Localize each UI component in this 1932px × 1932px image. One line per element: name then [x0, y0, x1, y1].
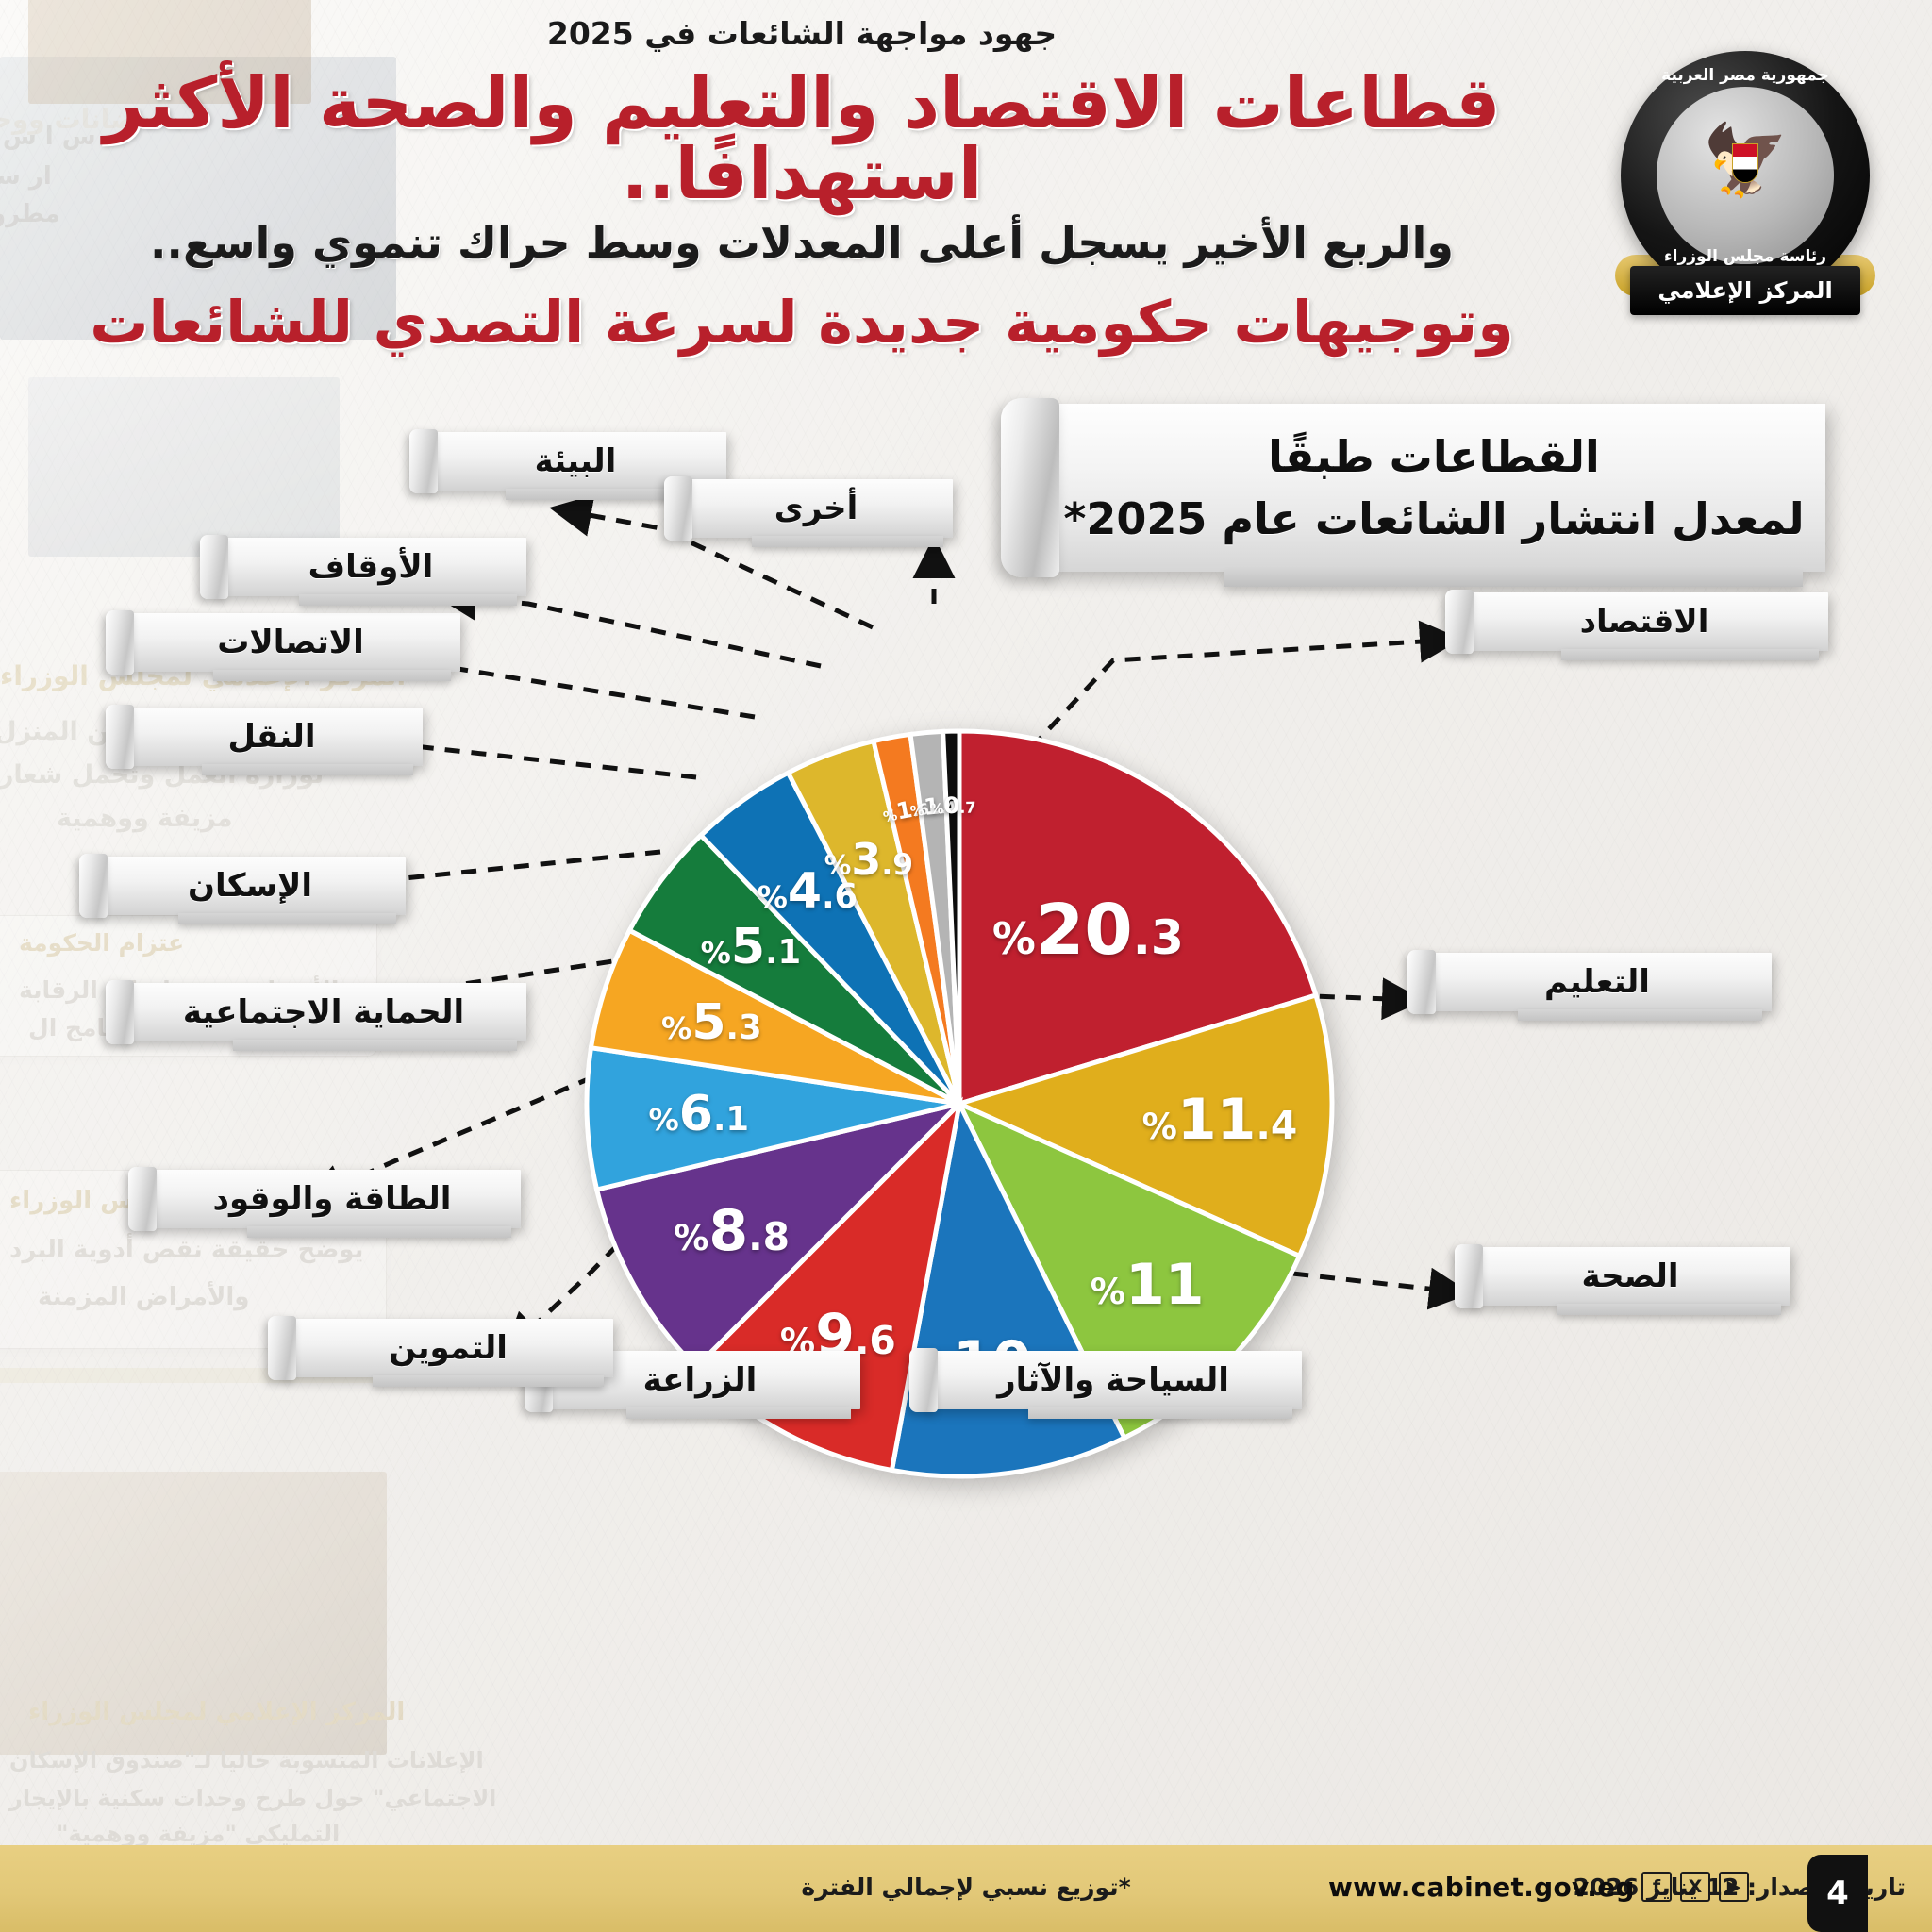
- header-headline-secondary: والربع الأخير يسجل أعلى المعدلات وسط حرا…: [150, 217, 1454, 268]
- callout-label-social-protection: الحماية الاجتماعية: [182, 993, 465, 1031]
- header-headline-primary: قطاعات الاقتصاد والتعليم والصحة الأكثر ا…: [103, 61, 1501, 215]
- chart-title-line-2: لمعدل انتشار الشائعات عام 2025*: [1063, 493, 1805, 544]
- callout-label-energy: الطاقة والوقود: [212, 1180, 452, 1218]
- callout-tag-housing[interactable]: الإسكان: [79, 854, 406, 924]
- youtube-icon[interactable]: ▶: [1719, 1872, 1749, 1902]
- pie-slice-label: %6.1: [648, 1086, 749, 1143]
- pie-chart-svg: [584, 728, 1335, 1479]
- callout-tag-economy[interactable]: الاقتصاد: [1445, 590, 1828, 660]
- egypt-flag-shield-icon: [1732, 143, 1758, 183]
- footer-publish-date: تاريخ الإصدار: 12 يناير 2026: [1573, 1874, 1906, 1901]
- pie-slice[interactable]: [952, 991, 1335, 1259]
- pie-slice[interactable]: [957, 728, 1320, 1108]
- pie-slice-label: %4.6: [757, 863, 858, 921]
- pie-slice-label: %8.8: [674, 1197, 790, 1264]
- pie-slice-label: %3.9: [824, 833, 914, 885]
- pie-slices[interactable]: [584, 728, 1335, 1479]
- callout-tag-education[interactable]: التعليم: [1407, 950, 1772, 1021]
- callout-label-supply: التموين: [389, 1329, 508, 1367]
- pie-slice-label: %5.3: [661, 993, 762, 1051]
- callout-tag-energy-fuel[interactable]: الطاقة والوقود: [128, 1167, 521, 1238]
- callout-tag-other[interactable]: أخرى: [664, 476, 953, 547]
- logo-banner-text: المركز الإعلامي: [1657, 277, 1833, 304]
- callout-label-endowments: الأوقاف: [308, 548, 434, 586]
- header-headline-tertiary: وتوجيهات حكومية جديدة لسرعة التصدي للشائ…: [90, 288, 1514, 357]
- callout-label-agriculture: الزراعة: [642, 1361, 758, 1399]
- logo-ring-bottom-text: رئاسة مجلس الوزراء: [1663, 247, 1827, 266]
- x-twitter-icon[interactable]: X: [1680, 1872, 1710, 1902]
- cabinet-media-center-logo: 🦅 جمهورية مصر العربية رئاسة مجلس الوزراء…: [1604, 45, 1887, 328]
- pie-slice-label: %11.4: [1141, 1087, 1298, 1154]
- callout-label-environment: البيئة: [534, 442, 617, 480]
- chart-title-line-1: القطاعات طبقًا: [1268, 431, 1600, 482]
- footer-note: *توزيع نسبي لإجمالي الفترة: [801, 1874, 1131, 1901]
- pie-slice-label: %20.3: [991, 889, 1184, 971]
- callout-label-housing: الإسكان: [188, 867, 312, 905]
- pie-slice-label: %5.1: [700, 918, 802, 975]
- callout-tag-communications[interactable]: الاتصالات: [106, 610, 460, 681]
- page-number: 4: [1826, 1874, 1849, 1912]
- callout-tag-health[interactable]: الصحة: [1455, 1244, 1790, 1315]
- callout-tag-supply[interactable]: التموين: [268, 1316, 613, 1387]
- callout-tag-social-protection[interactable]: الحماية الاجتماعية: [106, 980, 526, 1051]
- logo-ring-top-text: جمهورية مصر العربية: [1661, 66, 1829, 85]
- pie-slice[interactable]: [584, 1044, 960, 1193]
- callout-label-economy: الاقتصاد: [1579, 603, 1709, 641]
- footer-website-url[interactable]: www.cabinet.gov.eg: [1328, 1872, 1635, 1903]
- callout-tag-endowments[interactable]: الأوقاف: [200, 535, 526, 606]
- footer-bar: تاريخ الإصدار: 12 يناير 2026 *توزيع نسبي…: [0, 1845, 1932, 1932]
- callout-label-tourism: السياحة والآثار: [997, 1361, 1229, 1399]
- callout-label-transport: النقل: [227, 718, 316, 756]
- callout-label-communications: الاتصالات: [217, 624, 364, 661]
- callout-label-health: الصحة: [1581, 1257, 1679, 1295]
- page-number-badge: 4: [1807, 1855, 1868, 1932]
- header: جهود مواجهة الشائعات في 2025 قطاعات الاق…: [0, 0, 1932, 377]
- callout-label-education: التعليم: [1544, 963, 1650, 1001]
- callout-tag-transport[interactable]: النقل: [106, 705, 423, 775]
- pie-slice[interactable]: [941, 728, 962, 1105]
- pie-slice-label: %0.7: [929, 791, 976, 820]
- chart-title-banner: القطاعات طبقًا لمعدل انتشار الشائعات عام…: [1001, 398, 1825, 587]
- logo-banner: المركز الإعلامي: [1630, 266, 1860, 315]
- callout-tag-tourism[interactable]: السياحة والآثار: [909, 1348, 1302, 1419]
- footer-social-icons: f X ▶: [1641, 1872, 1749, 1902]
- pie-slice-label: %11: [1090, 1251, 1205, 1318]
- header-kicker: جهود مواجهة الشائعات في 2025: [546, 15, 1058, 52]
- facebook-icon[interactable]: f: [1641, 1872, 1672, 1902]
- callout-label-other: أخرى: [774, 490, 858, 527]
